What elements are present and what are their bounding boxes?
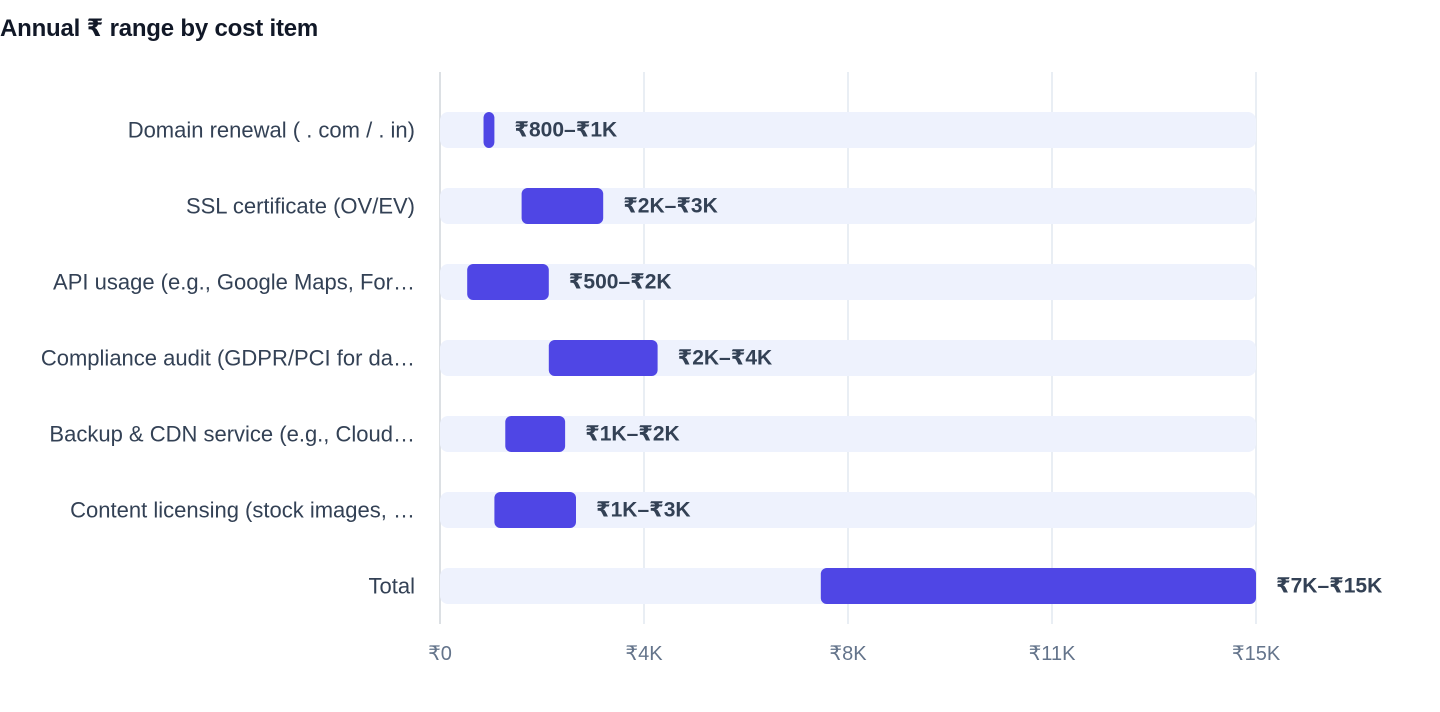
x-tick-label: ₹11K bbox=[1029, 643, 1076, 665]
range-bar bbox=[548, 340, 658, 376]
x-axis-ticks: ₹0 ₹4K ₹8K ₹11K ₹15K bbox=[428, 643, 1281, 665]
range-bar bbox=[505, 416, 566, 452]
row-track bbox=[440, 112, 1256, 148]
range-bar bbox=[467, 264, 549, 300]
data-label: ₹1K–₹2K bbox=[585, 423, 680, 446]
category-label: Total bbox=[369, 574, 415, 599]
category-label: API usage (e.g., Google Maps, For… bbox=[53, 270, 415, 295]
data-label: ₹1K–₹3K bbox=[596, 499, 691, 522]
range-bar bbox=[494, 492, 576, 528]
data-label: ₹800–₹1K bbox=[514, 119, 617, 142]
category-label: Backup & CDN service (e.g., Cloud… bbox=[49, 422, 415, 447]
category-label: Domain renewal ( . com / . in) bbox=[128, 118, 415, 143]
category-label: SSL certificate (OV/EV) bbox=[186, 194, 415, 219]
range-bar bbox=[820, 568, 1256, 604]
data-label: ₹500–₹2K bbox=[569, 271, 672, 294]
category-label: Content licensing (stock images, … bbox=[70, 498, 415, 523]
range-bar bbox=[483, 112, 495, 148]
row-track bbox=[440, 492, 1256, 528]
x-tick-label: ₹8K bbox=[829, 643, 867, 665]
category-label: Compliance audit (GDPR/PCI for da… bbox=[41, 346, 415, 371]
range-bar bbox=[521, 188, 604, 224]
data-label: ₹2K–₹4K bbox=[678, 347, 773, 370]
chart-title: Annual ₹ range by cost item bbox=[0, 15, 319, 42]
row-track bbox=[440, 264, 1256, 300]
x-tick-label: ₹15K bbox=[1232, 643, 1281, 665]
category-labels: Domain renewal ( . com / . in) SSL certif… bbox=[41, 118, 415, 599]
row-track bbox=[440, 188, 1256, 224]
x-tick-label: ₹0 bbox=[428, 643, 452, 665]
data-label: ₹2K–₹3K bbox=[623, 195, 718, 218]
x-tick-label: ₹4K bbox=[625, 643, 663, 665]
data-labels: ₹800–₹1K ₹2K–₹3K ₹500–₹2K ₹2K–₹4K ₹1K–₹2K ₹1K… bbox=[514, 119, 1382, 598]
row-track bbox=[440, 416, 1256, 452]
range-bars bbox=[467, 112, 1256, 604]
data-label: ₹7K–₹15K bbox=[1276, 575, 1382, 598]
